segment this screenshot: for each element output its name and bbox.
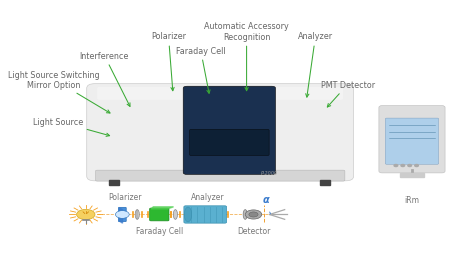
Bar (400, 173, 424, 177)
FancyBboxPatch shape (184, 206, 227, 223)
Circle shape (408, 165, 411, 167)
Polygon shape (151, 207, 173, 209)
Circle shape (116, 211, 129, 218)
Text: Automatic Accessory
Recognition: Automatic Accessory Recognition (204, 22, 289, 91)
FancyBboxPatch shape (183, 87, 275, 175)
Circle shape (401, 165, 405, 167)
FancyBboxPatch shape (87, 84, 354, 181)
Text: Light Source Switching
Mirror Option: Light Source Switching Mirror Option (8, 70, 110, 114)
Bar (320, 180, 330, 185)
Circle shape (77, 210, 95, 220)
Text: Light Source: Light Source (33, 117, 109, 137)
Text: Faraday Cell: Faraday Cell (136, 226, 183, 235)
Text: Analyzer: Analyzer (298, 32, 333, 98)
Text: iRm: iRm (404, 196, 419, 204)
Text: Polarizer: Polarizer (108, 193, 142, 201)
Circle shape (394, 165, 398, 167)
Text: α: α (263, 194, 270, 204)
FancyBboxPatch shape (190, 130, 269, 156)
Text: Analyzer: Analyzer (191, 193, 224, 201)
Ellipse shape (184, 207, 191, 222)
FancyBboxPatch shape (118, 208, 126, 222)
Circle shape (245, 210, 262, 219)
Text: Polarizer: Polarizer (151, 32, 186, 91)
FancyBboxPatch shape (150, 208, 169, 221)
FancyBboxPatch shape (379, 106, 445, 173)
Circle shape (415, 165, 419, 167)
Text: P-2000: P-2000 (261, 170, 278, 175)
Text: Interference: Interference (80, 51, 130, 107)
Ellipse shape (135, 210, 139, 219)
Bar (109, 180, 119, 185)
FancyBboxPatch shape (95, 170, 345, 181)
Ellipse shape (173, 210, 177, 219)
Text: PMT Detector: PMT Detector (320, 81, 375, 108)
FancyBboxPatch shape (385, 119, 438, 165)
FancyBboxPatch shape (97, 88, 343, 100)
Circle shape (249, 212, 258, 217)
Polygon shape (119, 208, 123, 223)
Text: Faraday Cell: Faraday Cell (176, 46, 226, 94)
Text: Detector: Detector (237, 226, 270, 235)
Ellipse shape (243, 210, 247, 219)
